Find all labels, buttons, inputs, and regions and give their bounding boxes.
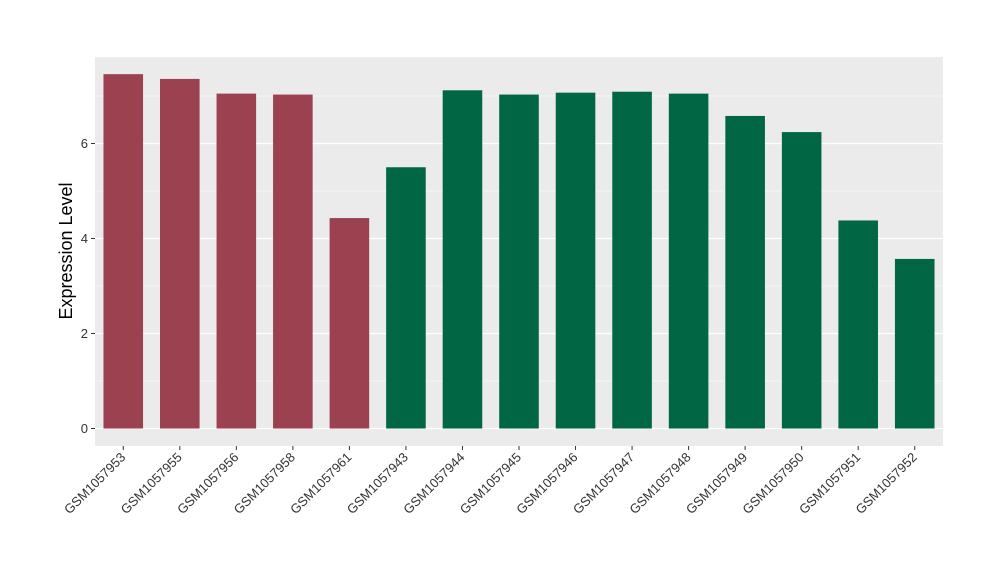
bar-GSM1057947 <box>612 91 652 429</box>
bar-GSM1057958 <box>273 94 313 429</box>
bar-GSM1057961 <box>329 218 370 429</box>
bar-GSM1057950 <box>781 132 822 429</box>
bar-GSM1057953 <box>103 74 144 429</box>
bar-GSM1057944 <box>442 90 483 429</box>
y-tick-label: 4 <box>81 231 88 246</box>
bar-GSM1057948 <box>668 93 709 429</box>
bar-GSM1057945 <box>499 94 539 429</box>
y-axis-title: Expression Level <box>56 182 76 319</box>
bar-GSM1057951 <box>838 220 878 429</box>
x-axis: GSM1057953GSM1057955GSM1057956GSM1057958… <box>61 446 920 517</box>
bar-GSM1057956 <box>216 93 257 429</box>
bar-GSM1057955 <box>160 78 200 429</box>
y-tick-label: 6 <box>81 136 88 151</box>
bar-GSM1057952 <box>894 258 935 429</box>
bar-GSM1057943 <box>386 167 426 429</box>
bars <box>103 74 935 429</box>
y-axis: 0 2 4 6 <box>81 136 95 436</box>
y-tick-label: 2 <box>81 326 88 341</box>
y-tick-label: 0 <box>81 421 88 436</box>
bar-GSM1057946 <box>555 92 596 429</box>
bar-GSM1057949 <box>725 115 765 429</box>
